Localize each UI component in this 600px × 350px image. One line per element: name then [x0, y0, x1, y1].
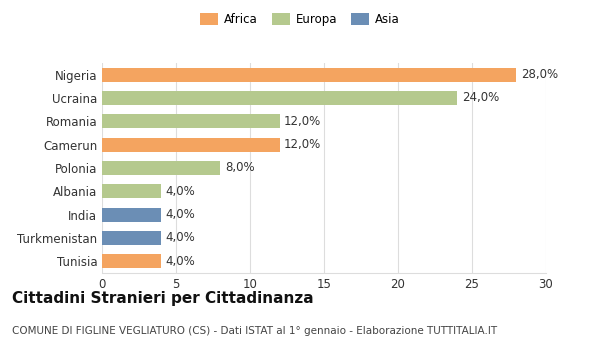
Bar: [102, 68, 517, 82]
Text: 12,0%: 12,0%: [284, 115, 321, 128]
Text: 4,0%: 4,0%: [166, 185, 196, 198]
Legend: Africa, Europa, Asia: Africa, Europa, Asia: [197, 9, 403, 29]
Bar: [102, 254, 161, 268]
Text: 24,0%: 24,0%: [461, 91, 499, 105]
Bar: [102, 138, 280, 152]
Text: 4,0%: 4,0%: [166, 255, 196, 268]
Bar: [102, 161, 220, 175]
Text: 4,0%: 4,0%: [166, 208, 196, 221]
Bar: [102, 231, 161, 245]
Text: COMUNE DI FIGLINE VEGLIATURO (CS) - Dati ISTAT al 1° gennaio - Elaborazione TUTT: COMUNE DI FIGLINE VEGLIATURO (CS) - Dati…: [12, 326, 497, 336]
Text: 12,0%: 12,0%: [284, 138, 321, 151]
Bar: [102, 184, 161, 198]
Text: 28,0%: 28,0%: [521, 68, 558, 81]
Bar: [102, 114, 280, 128]
Text: 8,0%: 8,0%: [225, 161, 254, 175]
Text: 4,0%: 4,0%: [166, 231, 196, 245]
Bar: [102, 91, 457, 105]
Text: Cittadini Stranieri per Cittadinanza: Cittadini Stranieri per Cittadinanza: [12, 290, 314, 306]
Bar: [102, 208, 161, 222]
